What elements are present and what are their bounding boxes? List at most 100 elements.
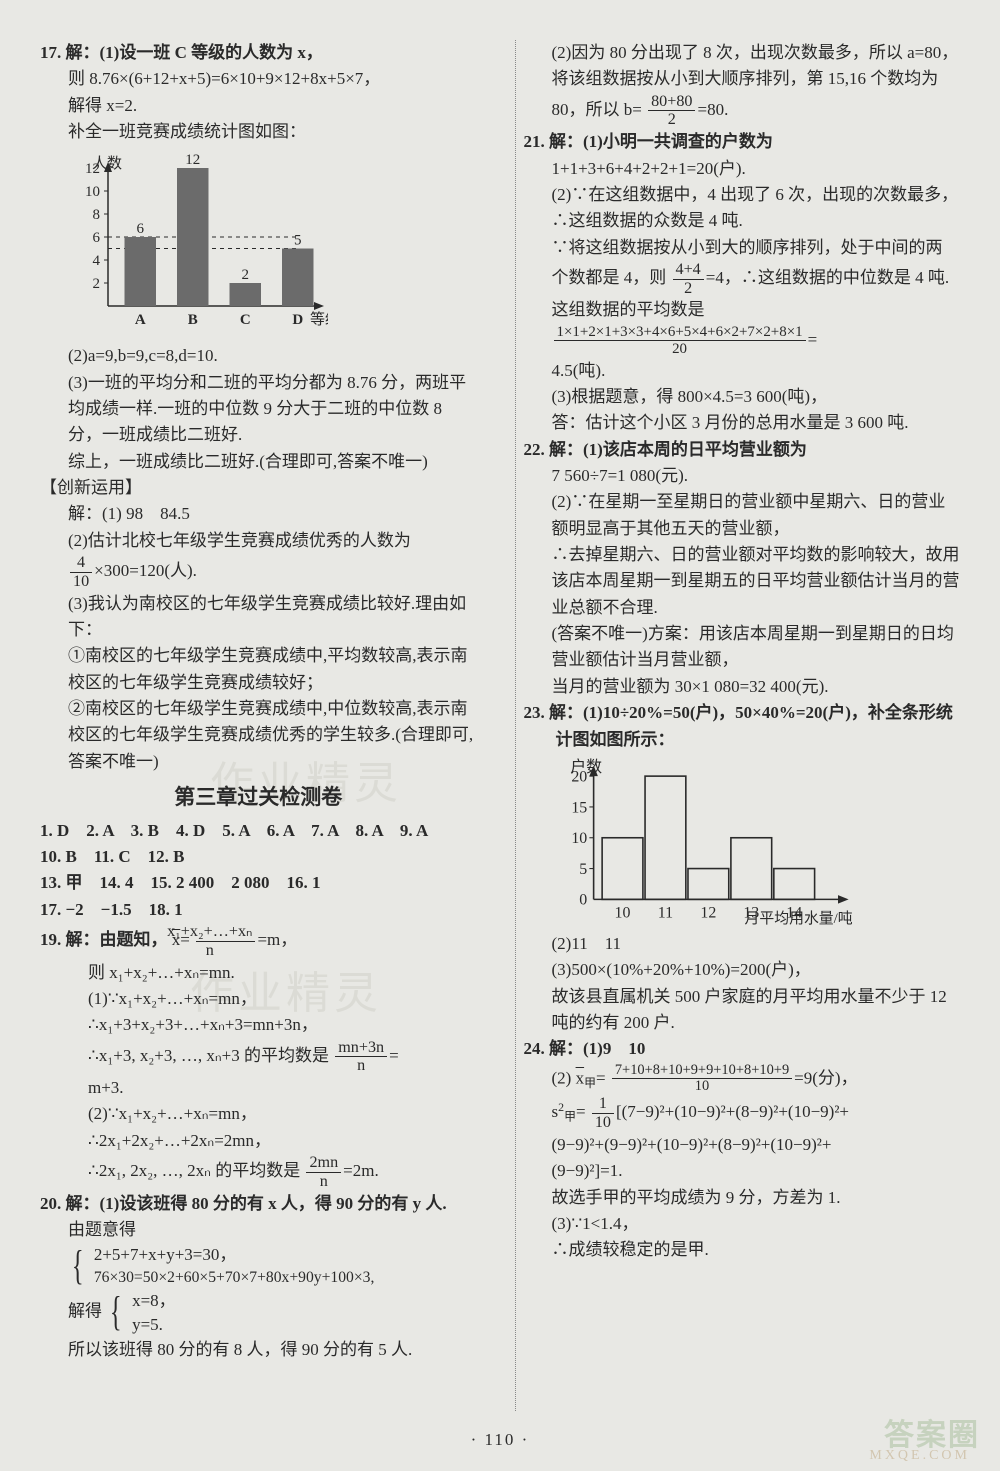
q24-l2-pre: (2) [552, 1068, 572, 1087]
q20-head: 20. 解：(1)设该班得 80 分的有 x 人，得 90 分的有 y 人. [40, 1191, 477, 1217]
q17-l2: 则 8.76×(6+12+x+5)=6×10+9×12+8x+5×7， [40, 66, 477, 92]
q20-l2: 由题意得 [40, 1217, 477, 1243]
q24-l2-post: =9(分)， [794, 1068, 857, 1087]
q24-l3-post: [(7−9)²+(10−9)²+(8−9)²+(10−9)²+ [616, 1103, 849, 1122]
cx-l1: 解：(1) 98 84.5 [40, 501, 477, 527]
q24-l2: (2) x甲= 7+10+8+10+9+9+10+8+10+910=9(分)， [524, 1063, 961, 1096]
fill1: 13. 甲 14. 4 15. 2 400 2 080 16. 1 [40, 870, 477, 896]
fraction: 110 [592, 1095, 614, 1132]
q21-l6-post: =4，∴这组数据的中位数是 4 吨. [706, 268, 949, 287]
svg-text:10: 10 [85, 184, 100, 200]
q20-sys: { 2+5+7+x+y+3=30， 76×30=50×2+60×5+70×7+8… [40, 1243, 477, 1289]
svg-text:10: 10 [571, 830, 587, 847]
q19-l5: ∴x₁+3, x₂+3, …, xₙ+3 的平均数是 mn+3nn= [40, 1039, 477, 1076]
section-title: 第三章过关检测卷 [40, 781, 477, 814]
fill2: 17. −2 −1.5 18. 1 [40, 897, 477, 923]
q24-l6: 故选手甲的平均成绩为 9 分，方差为 1. [524, 1185, 961, 1211]
right-column: (2)因为 80 分出现了 8 次，出现次数最多，所以 a=80，将该组数据按从… [515, 40, 961, 1411]
q21-l4: ∴这组数据的众数是 4 吨. [524, 208, 961, 234]
cx-l2: (2)估计北校七年级学生竞赛成绩优秀的人数为 [40, 528, 477, 554]
q21-head: 21. 解：(1)小明一共调查的户数为 [524, 129, 961, 155]
q24-l5: (9−9)²]=1. [524, 1158, 961, 1184]
fraction: 4+42 [673, 261, 704, 298]
q19-l4: ∴x₁+3+x₂+3+…+xₙ+3=mn+3n， [40, 1012, 477, 1038]
cx-l4: (3)我认为南校区的七年级学生竞赛成绩比较好.理由如下： [40, 591, 477, 644]
svg-text:A: A [135, 312, 146, 328]
q19-l6: m+3. [40, 1075, 477, 1101]
r1b: 80，所以 b= 80+802=80. [524, 93, 961, 130]
q23-l2: (2)11 11 [524, 931, 961, 957]
fraction: 410 [70, 554, 92, 591]
svg-text:等级: 等级 [310, 310, 328, 328]
q21-l11: 答：估计这个小区 3 月份的总用水量是 3 600 吨. [524, 410, 961, 436]
svg-text:B: B [188, 312, 198, 328]
bar-chart-grades: 246810126A12B2C5D人数等级 [68, 149, 328, 339]
svg-text:6: 6 [93, 230, 101, 246]
q20-l3-text: 解得 [68, 1302, 102, 1321]
q21-l10: (3)根据题意，得 800×4.5=3 600(吨)， [524, 384, 961, 410]
q19-head-text: 19. 解：由题知， [40, 930, 168, 949]
brace-icon: { [110, 1294, 122, 1331]
q23-head: 23. 解：(1)10÷20%=50(户)，50×40%=20(户)，补全条形统… [524, 700, 961, 753]
q17-l3: 解得 x=2. [40, 93, 477, 119]
svg-text:0: 0 [579, 892, 587, 909]
q17-l7: 综上，一班成绩比二班好.(合理即可,答案不唯一) [40, 449, 477, 475]
q22-l4: ∴去掉星期六、日的营业额对平均数的影响较大，故用该店本周星期一到星期五的日平均营… [524, 542, 961, 621]
cx-head: 【创新运用】 [40, 475, 477, 501]
mcq2: 10. B 11. C 12. B [40, 844, 477, 870]
svg-text:户数: 户数 [570, 758, 602, 776]
q20-l4: 所以该班得 80 分的有 8 人，得 90 分的有 5 人. [40, 1337, 477, 1363]
xbar: x [576, 1068, 585, 1087]
q24-l3: s2甲= 110[(7−9)²+(10−9)²+(8−9)²+(10−9)²+ [524, 1095, 961, 1132]
sol1: x=8， [132, 1289, 176, 1313]
q22-l3: (2)∵在星期一至星期日的营业额中星期六、日的营业额明显高于其他五天的营业额， [524, 489, 961, 542]
q17-l6: (3)一班的平均分和二班的平均分都为 8.76 分，两班平均成绩一样.一班的中位… [40, 370, 477, 449]
q19-l5-post: = [389, 1046, 399, 1065]
fraction: 7+10+8+10+9+9+10+8+10+910 [612, 1063, 792, 1096]
fraction: 80+802 [648, 93, 695, 130]
system: 2+5+7+x+y+3=30， 76×30=50×2+60×5+70×7+80x… [94, 1243, 375, 1289]
bar-chart-water: 510152001011121314户数月平均用水量/吨 [552, 757, 852, 927]
q21-l6: 个数都是 4，则 4+42=4，∴这组数据的中位数是 4 吨. [524, 261, 961, 298]
sub: 甲 [564, 1110, 576, 1124]
q21-l3: (2)∵在这组数据中，4 出现了 6 次，出现的次数最多， [524, 182, 961, 208]
q21-l8: 1×1+2×1+3×3+4×6+5×4+6×2+7×2+8×120= [524, 324, 961, 358]
svg-text:6: 6 [137, 221, 145, 237]
r1: (2)因为 80 分出现了 8 次，出现次数最多，所以 a=80，将该组数据按从… [524, 40, 961, 93]
sys-eq1: 2+5+7+x+y+3=30， [94, 1243, 375, 1267]
q17-l5: (2)a=9,b=9,c=8,d=10. [40, 343, 477, 369]
svg-text:月平均用水量/吨: 月平均用水量/吨 [744, 910, 852, 927]
svg-text:2: 2 [93, 276, 101, 292]
svg-text:C: C [240, 312, 251, 328]
q19-head: 19. 解：由题知， x= x₁+x₂+…+xₙn=m， [40, 923, 477, 960]
svg-text:11: 11 [657, 904, 672, 921]
solution: x=8， y=5. [132, 1289, 176, 1337]
q22-l5: (答案不唯一)方案：用该店本周星期一到星期日的日均营业额估计当月营业额， [524, 621, 961, 674]
r1b-pre: 80，所以 b= [552, 100, 642, 119]
svg-text:2: 2 [242, 267, 250, 283]
q21-l9: 4.5(吨). [524, 358, 961, 384]
q24-l7: (3)∵1<1.4， [524, 1211, 961, 1237]
svg-text:4: 4 [93, 253, 101, 269]
q21-l5: ∵将这组数据按从小到大的顺序排列，处于中间的两 [524, 235, 961, 261]
q19-l8: ∴2x₁+2x₂+…+2xₙ=2mn， [40, 1128, 477, 1154]
brace-icon: { [72, 1248, 84, 1285]
cx-l6: ②南校区的七年级学生竞赛成绩中,中位数较高,表示南校区的七年级学生竞赛成绩优秀的… [40, 696, 477, 775]
sol2: y=5. [132, 1313, 176, 1337]
q19-post: =m， [257, 930, 297, 949]
q19-l9-post: =2m. [343, 1161, 379, 1180]
q22-l2: 7 560÷7=1 080(元). [524, 463, 961, 489]
sub: 甲 [584, 1075, 596, 1089]
q19-l9-pre: ∴2x₁, 2x₂, …, 2xₙ 的平均数是 [88, 1161, 304, 1180]
q19-l2: 则 x₁+x₂+…+xₙ=mn. [40, 960, 477, 986]
q21-l6-pre: 个数都是 4，则 [552, 268, 667, 287]
svg-text:15: 15 [571, 799, 587, 816]
q21-l7: 这组数据的平均数是 [524, 297, 961, 323]
eq: = [596, 1068, 606, 1087]
fraction: 1×1+2×1+3×3+4×6+5×4+6×2+7×2+8×120 [554, 324, 806, 358]
page-number: · 110 · [0, 1427, 1000, 1453]
svg-text:12: 12 [185, 152, 200, 168]
watermark-sub: MXQE.COM [869, 1445, 970, 1467]
q19-l7: (2)∵x₁+x₂+…+xₙ=mn， [40, 1101, 477, 1127]
mcq1: 1. D 2. A 3. B 4. D 5. A 6. A 7. A 8. A … [40, 818, 477, 844]
